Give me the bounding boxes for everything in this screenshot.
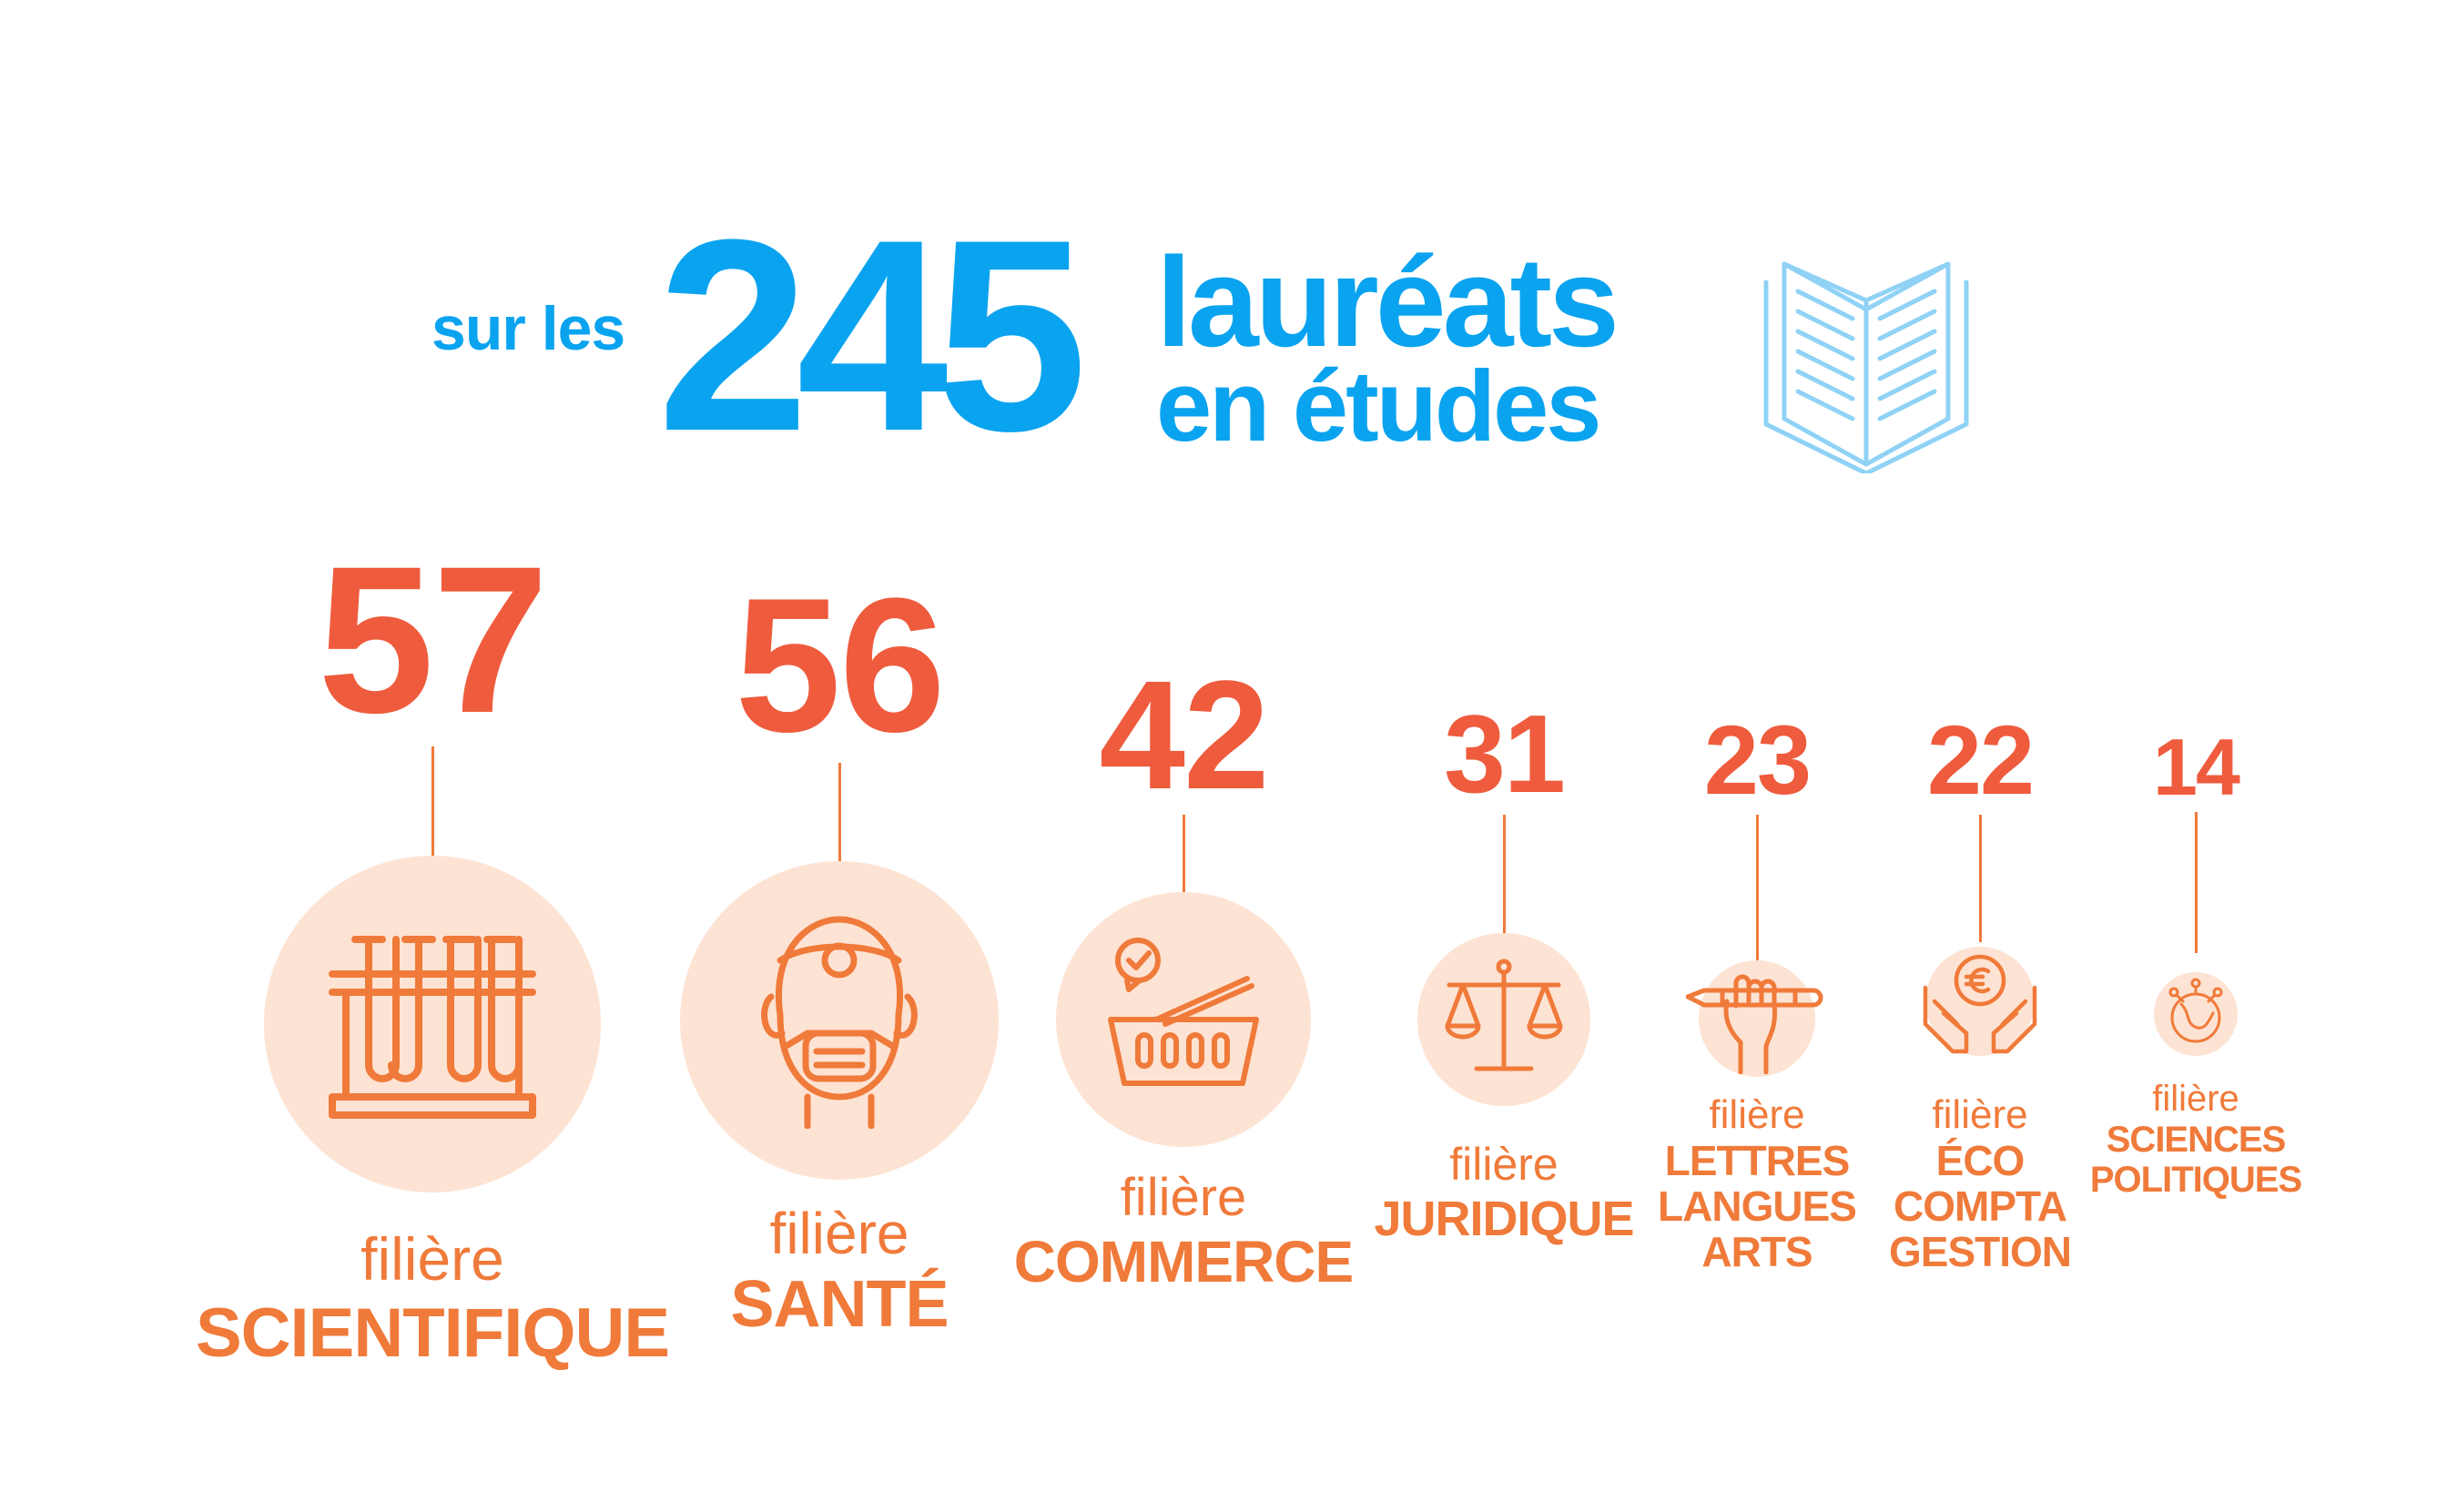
label-name-2: POLITIQUES — [2089, 1160, 2302, 1200]
value: 14 — [2153, 722, 2240, 812]
connector-line — [431, 746, 434, 856]
header-line1: lauréats — [1156, 230, 1619, 373]
label: filière SANTÉ — [730, 1200, 949, 1342]
hand-pencil-icon — [1686, 974, 1823, 1074]
header-total: 245 — [657, 182, 1088, 488]
label: filière COMMERCE — [1013, 1167, 1354, 1295]
label-prefix: filière — [360, 1225, 504, 1293]
label-prefix: filière — [1449, 1139, 1559, 1190]
connector-line — [1182, 815, 1185, 892]
label-name: COMMERCE — [1013, 1229, 1354, 1294]
hands-euro-icon — [1923, 954, 2037, 1054]
connector-line — [838, 763, 841, 861]
icon-circle — [680, 861, 999, 1180]
label: filière SCIENCES POLITIQUES — [2089, 1079, 2302, 1200]
label-name: JURIDIQUE — [1374, 1192, 1634, 1246]
icon-circle — [1925, 947, 2035, 1056]
value: 57 — [318, 523, 549, 756]
test-tubes-icon — [329, 936, 536, 1119]
label: filière JURIDIQUE — [1374, 1138, 1634, 1247]
doctor-icon — [761, 916, 918, 1129]
connector-line — [1755, 815, 1759, 960]
icon-circle — [264, 856, 601, 1192]
connector-line — [2194, 812, 2198, 953]
label-name: SCIENTIFIQUE — [195, 1294, 670, 1372]
label-prefix: filière — [1120, 1168, 1247, 1227]
label-name-1: LETTRES — [1664, 1137, 1851, 1184]
connector-line — [1978, 815, 1982, 942]
shopping-basket-icon — [1108, 938, 1259, 1086]
label-name-2: LANGUES — [1658, 1182, 1857, 1230]
label-name-1: ÉCO — [1935, 1137, 2026, 1184]
label: filière ÉCO COMPTA GESTION — [1888, 1092, 2072, 1275]
label: filière SCIENTIFIQUE — [195, 1224, 670, 1373]
header-prefix: sur les — [432, 294, 625, 363]
header-line2: en études — [1156, 350, 1601, 462]
value: 22 — [1926, 705, 2035, 815]
label-name-2: COMPTA — [1894, 1182, 2067, 1230]
label-prefix: filière — [769, 1201, 909, 1266]
value: 56 — [735, 558, 946, 772]
label-prefix: filière — [1932, 1092, 2028, 1137]
label-name-1: SCIENCES — [2106, 1120, 2287, 1160]
label: filière LETTRES LANGUES ARTS — [1658, 1092, 1857, 1275]
label-name-3: ARTS — [1701, 1228, 1812, 1275]
value: 31 — [1444, 692, 1566, 816]
label-prefix: filière — [2152, 1079, 2239, 1119]
label-prefix: filière — [1709, 1092, 1805, 1137]
header: sur les 245 lauréats en études — [0, 0, 2447, 510]
value: 42 — [1099, 649, 1269, 822]
connector-line — [1502, 815, 1506, 933]
network-globe-icon — [2168, 978, 2223, 1043]
label-name-3: GESTION — [1888, 1228, 2072, 1275]
open-book-icon — [1763, 261, 1969, 473]
scales-icon — [1445, 959, 1563, 1071]
value: 23 — [1703, 705, 1812, 815]
label-name: SANTÉ — [730, 1268, 949, 1341]
